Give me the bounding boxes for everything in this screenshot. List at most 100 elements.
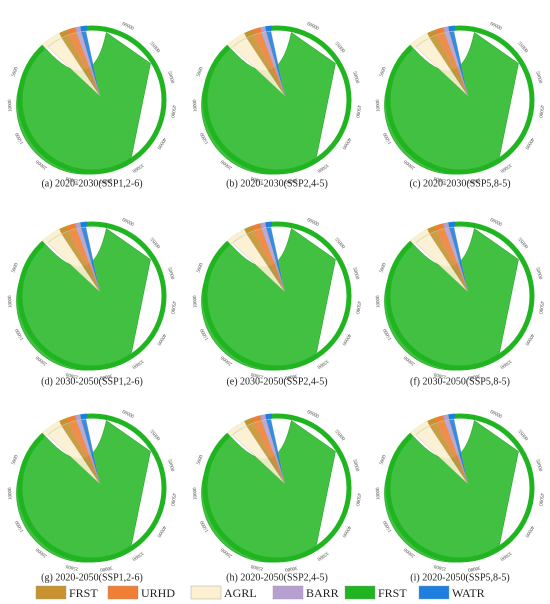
tick-label: 50000 — [166, 267, 174, 281]
ring-segment — [80, 25, 88, 32]
ring-segment — [227, 229, 247, 245]
legend-label: AGRL — [224, 586, 257, 600]
ring-segment — [251, 415, 262, 423]
tick-label: 45000 — [537, 493, 544, 507]
tick-label: 5000 — [196, 454, 204, 466]
ring-segment — [265, 221, 273, 228]
tick-label: 60000 — [121, 410, 135, 420]
tick-label: 35000 — [499, 162, 513, 173]
ring — [202, 221, 352, 371]
tick-label: 25000 — [433, 175, 447, 183]
tick-label: 15000 — [15, 519, 26, 533]
tick-label: 55000 — [333, 429, 345, 442]
ring-segment — [251, 27, 262, 35]
tick-label: 45000 — [354, 301, 361, 315]
tick-label: 15000 — [383, 327, 394, 341]
tick-label: 50000 — [351, 267, 359, 281]
tick-label: 15000 — [15, 131, 26, 145]
legend-label: WATR — [452, 586, 485, 600]
tick-label: 40000 — [523, 332, 534, 346]
tick-label: 40000 — [155, 332, 166, 346]
ring-segment — [80, 221, 88, 228]
tick-label: 10000 — [8, 295, 14, 308]
tick-label: 5000 — [11, 454, 19, 466]
ring-segment — [66, 223, 77, 231]
ring-segment — [427, 225, 437, 234]
chord-panel: 5000 10000 15000 20000 25000 30000 35000 40000 4… — [376, 218, 544, 387]
tick-label: 20000 — [220, 354, 233, 366]
ring-segment — [59, 225, 69, 234]
legend-label: BARR — [306, 586, 339, 600]
ring-segment — [410, 229, 430, 245]
tick-label: 45000 — [169, 301, 176, 315]
ring-segment — [42, 33, 62, 49]
tick-label: 45000 — [169, 105, 176, 119]
chord-panel: 5000 10000 15000 20000 25000 30000 35000 40000 4… — [193, 410, 361, 583]
tick-label: 35000 — [316, 162, 330, 173]
ring-segment — [434, 415, 445, 423]
tick-label: 60000 — [306, 410, 320, 420]
ring-segment — [434, 27, 445, 35]
ring — [202, 25, 352, 175]
ring — [385, 25, 535, 175]
ring-segment — [75, 222, 82, 229]
tick-label: 20000 — [35, 354, 48, 366]
tick-label: 30000 — [467, 565, 481, 572]
ring-segment — [410, 33, 430, 49]
tick-label: 10000 — [193, 295, 199, 308]
ring-segment — [448, 221, 456, 228]
chord-ribbon — [81, 31, 101, 97]
ring-segment — [75, 414, 82, 421]
ring — [17, 25, 167, 175]
panel-caption: (c) 2020-2030(SSP5,8-5) — [409, 178, 510, 189]
tick-label: 30000 — [99, 177, 113, 184]
tick-label: 25000 — [250, 563, 264, 571]
tick-label: 40000 — [523, 136, 534, 150]
tick-label: 55000 — [148, 41, 160, 54]
ring-segment — [410, 421, 430, 437]
ring-segment — [42, 421, 62, 437]
tick-label: 10000 — [8, 487, 14, 500]
tick-label: 20000 — [220, 158, 233, 170]
legend-swatch — [344, 585, 376, 600]
panel-caption: (i) 2020-2050(SSP5,8-5) — [410, 572, 509, 583]
tick-label: 30000 — [284, 373, 298, 380]
ring-segment — [227, 33, 247, 49]
tick-label: 50000 — [351, 71, 359, 85]
tick-label: 20000 — [403, 354, 416, 366]
tick-label: 55000 — [516, 41, 528, 54]
ring-segment — [443, 26, 450, 33]
tick-label: 20000 — [220, 546, 233, 558]
legend-swatch — [418, 585, 450, 600]
panel-caption: (b) 2020-2030(SSP2,4-5) — [226, 178, 328, 189]
ring — [385, 413, 535, 563]
chord-ribbon — [266, 227, 286, 293]
ring-segment — [427, 29, 437, 38]
tick-label: 20000 — [403, 546, 416, 558]
ring-segment — [443, 414, 450, 421]
tick-label: 20000 — [403, 158, 416, 170]
tick-label: 30000 — [467, 177, 481, 184]
chord-panel: 5000 10000 15000 20000 25000 30000 35000 40000 4… — [8, 22, 176, 189]
tick-label: 5000 — [379, 66, 387, 78]
panel-caption: (a) 2020-2030(SSP1,2-6) — [41, 178, 142, 189]
ring-segment — [244, 417, 254, 426]
tick-label: 25000 — [65, 371, 79, 379]
legend-label: FRST — [378, 586, 407, 600]
tick-label: 15000 — [383, 131, 394, 145]
tick-label: 5000 — [379, 262, 387, 274]
legend-label: URHD — [141, 586, 175, 600]
tick-label: 50000 — [351, 459, 359, 473]
legend-swatch — [190, 585, 222, 600]
tick-label: 40000 — [155, 524, 166, 538]
tick-label: 15000 — [200, 519, 211, 533]
panel-caption: (d) 2030-2050(SSP1,2-6) — [41, 376, 143, 387]
ring-segment — [260, 222, 267, 229]
tick-label: 55000 — [333, 41, 345, 54]
tick-label: 40000 — [155, 136, 166, 150]
ring — [202, 413, 352, 563]
chord-panel: 5000 10000 15000 20000 25000 30000 35000 40000 4… — [376, 22, 544, 189]
tick-label: 45000 — [354, 105, 361, 119]
ring-segment — [75, 26, 82, 33]
tick-label: 35000 — [316, 550, 330, 561]
